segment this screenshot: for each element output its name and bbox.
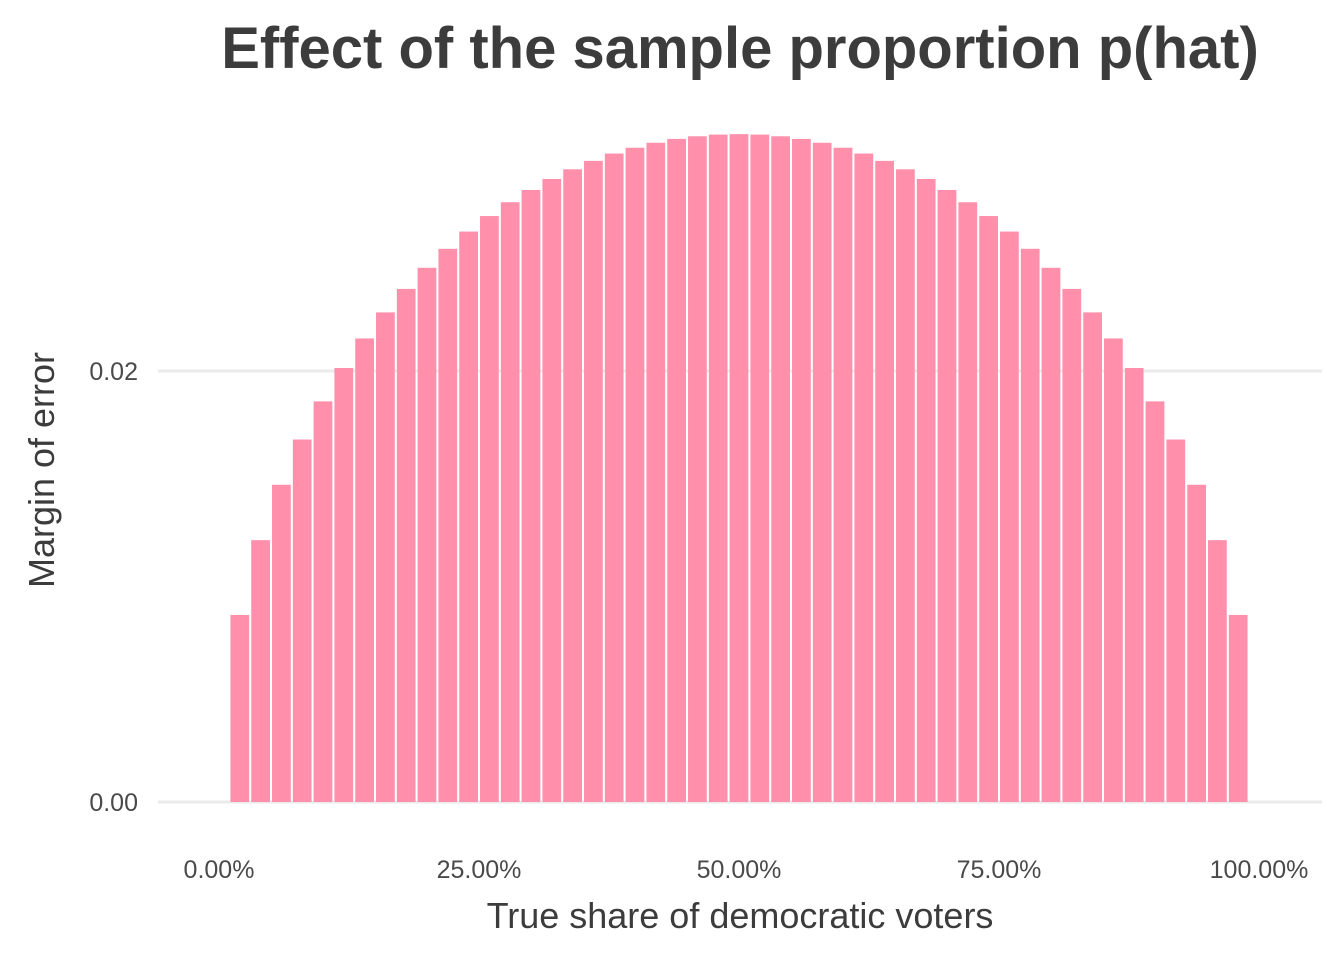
bar (750, 134, 770, 802)
bar (646, 142, 666, 802)
bar (1228, 614, 1248, 802)
bar (396, 288, 416, 802)
x-tick-label: 50.00% (697, 856, 782, 884)
bar (251, 540, 270, 802)
bar (833, 147, 853, 802)
bar (417, 267, 437, 802)
bar (708, 134, 728, 802)
bar (688, 136, 707, 802)
x-tick-label: 100.00% (1210, 856, 1309, 884)
bars (230, 134, 1248, 803)
bar (1187, 484, 1206, 802)
bar (563, 169, 582, 803)
bar (1208, 540, 1227, 802)
bar (958, 202, 978, 803)
bar (979, 216, 998, 803)
bar (1124, 367, 1144, 802)
bar (521, 189, 541, 803)
bar (667, 138, 686, 802)
y-axis-title: Margin of error (21, 352, 62, 588)
bar (1145, 401, 1165, 802)
bar (230, 614, 250, 802)
bar (292, 439, 312, 802)
bar (500, 202, 520, 803)
bar (854, 153, 874, 803)
bar (604, 153, 624, 803)
bar (812, 142, 832, 802)
bar (584, 160, 603, 802)
bar (1062, 288, 1082, 802)
bar (272, 484, 291, 802)
bar (1041, 267, 1061, 802)
bar (771, 136, 790, 802)
y-axis-ticks: 0.00 0.02 (89, 358, 138, 817)
chart-title: Effect of the sample proportion p(hat) (221, 16, 1259, 81)
bar (438, 248, 458, 802)
bar (376, 312, 395, 802)
bar (916, 178, 936, 802)
bar (792, 138, 811, 802)
x-tick-label: 25.00% (437, 856, 522, 884)
bar (1020, 248, 1040, 802)
x-tick-label: 75.00% (957, 856, 1042, 884)
bar (334, 367, 354, 802)
bar (459, 231, 478, 802)
bar (625, 147, 645, 802)
bar (729, 134, 749, 802)
x-axis-title: True share of democratic voters (487, 895, 994, 936)
bar (313, 401, 333, 802)
x-tick-label: 0.00% (184, 856, 255, 884)
bar (937, 189, 957, 803)
x-axis-ticks: 0.00% 25.00% 50.00% 75.00% 100.00% (184, 856, 1309, 884)
y-tick-label: 0.00 (89, 789, 138, 817)
bar (875, 160, 894, 802)
y-tick-label: 0.02 (89, 358, 138, 386)
bar (1083, 312, 1102, 802)
bar (480, 216, 499, 803)
bar (1000, 231, 1019, 802)
bar (896, 169, 915, 803)
bar (1166, 439, 1186, 802)
bar (355, 338, 374, 802)
bar (1104, 338, 1123, 802)
bar (542, 178, 562, 802)
